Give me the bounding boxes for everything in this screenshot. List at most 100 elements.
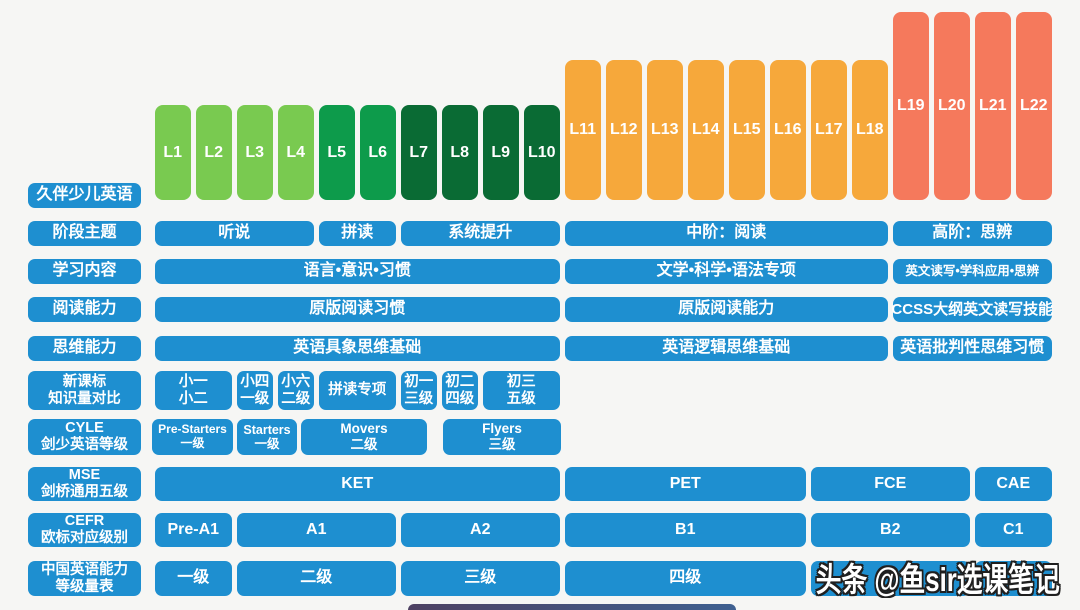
row-label-text: 学习内容	[52, 262, 117, 280]
level-bar-label: L9	[491, 143, 511, 161]
cell-curriculum-comparison-6: 初二 四级	[442, 371, 478, 410]
level-bar-l20: L20	[934, 12, 970, 200]
cell-cse-levels-5	[811, 561, 970, 596]
cell-text: A2	[470, 520, 491, 538]
row-label-cyle-levels: CYLE 剑少英语等级	[28, 419, 141, 455]
row-label-learning-content: 学习内容	[28, 259, 141, 284]
cell-text: 英语具象思维基础	[293, 339, 422, 357]
cell-curriculum-comparison-3: 小六 二级	[278, 371, 314, 410]
level-bar-label: L19	[896, 97, 925, 114]
row-label-text: CYLE	[65, 420, 104, 437]
cell-curriculum-comparison-4: 拼读专项	[319, 371, 396, 410]
level-bar-label: L17	[814, 121, 843, 138]
row-label-stage-theme: 阶段主题	[28, 221, 141, 246]
cell-text: FCE	[874, 474, 907, 492]
cell-cyle-levels-2: Starters 一级	[237, 419, 297, 455]
cell-text: 拼读专项	[328, 382, 387, 399]
cell-text: A1	[306, 520, 327, 538]
level-bar-l11: L11	[565, 60, 601, 200]
level-bar-l2: L2	[196, 105, 232, 200]
level-bar-label: L6	[368, 143, 388, 161]
level-bar-label: L18	[855, 121, 884, 138]
level-bar-l14: L14	[688, 60, 724, 200]
row-label-text: MSE	[68, 467, 101, 484]
cell-reading-ability-1: 原版阅读习惯	[155, 297, 560, 322]
cell-cse-levels-3: 三级	[401, 561, 560, 596]
cell-text: 五级	[506, 390, 536, 407]
cell-stage-theme-4: 中阶：阅读	[565, 221, 888, 246]
row-label-cse-levels: 中国英语能力 等级量表	[28, 561, 141, 596]
level-bar-l18: L18	[852, 60, 888, 200]
row-label-text: 阶段主题	[52, 224, 117, 242]
row-label-brand: 久伴少儿英语	[28, 183, 141, 208]
cell-reading-ability-2: 原版阅读能力	[565, 297, 888, 322]
cell-cefr-levels-5: B2	[811, 513, 970, 547]
cell-text: B1	[675, 520, 696, 538]
row-label-cefr-levels: CEFR 欧标对应级别	[28, 513, 141, 547]
level-bar-l9: L9	[483, 105, 519, 200]
level-bar-label: L4	[286, 143, 306, 161]
level-bar-l13: L13	[647, 60, 683, 200]
cell-text: 拼读	[341, 224, 374, 242]
cell-thinking-ability-3: 英语批判性思维习惯	[893, 336, 1052, 361]
level-bar-l1: L1	[155, 105, 191, 200]
cell-text: Pre-Starters	[158, 422, 227, 437]
level-bar-l3: L3	[237, 105, 273, 200]
level-bar-l15: L15	[729, 60, 765, 200]
cell-text: 小六	[281, 373, 311, 390]
cell-text: PET	[669, 474, 701, 492]
cell-text: 初一	[404, 373, 434, 390]
level-bar-label: L12	[609, 121, 638, 138]
cell-curriculum-comparison-5: 初一 三级	[401, 371, 437, 410]
cell-text: 一级	[240, 390, 270, 407]
cell-thinking-ability-2: 英语逻辑思维基础	[565, 336, 888, 361]
level-bar-label: L21	[978, 97, 1007, 114]
cell-mse-levels-3: FCE	[811, 467, 970, 501]
row-label-text: 思维能力	[52, 339, 117, 357]
cell-text: 原版阅读能力	[678, 300, 775, 318]
cell-text: 初二	[445, 373, 475, 390]
cell-text: 一级	[254, 437, 280, 451]
cell-text: 三级	[488, 437, 516, 452]
row-label-text: 知识量对比	[48, 390, 121, 407]
cell-text: 英文读写•学科应用•思辨	[905, 264, 1040, 279]
level-bar-label: L2	[204, 143, 224, 161]
cell-text: 一级	[177, 569, 210, 587]
cell-cefr-levels-3: A2	[401, 513, 560, 547]
level-bar-label: L3	[245, 143, 265, 161]
level-bar-label: L10	[527, 143, 556, 161]
level-bar-label: L7	[409, 143, 429, 161]
cell-text: 三级	[404, 390, 434, 407]
row-label-text: 阅读能力	[52, 300, 117, 318]
row-label-text: 久伴少儿英语	[36, 186, 133, 204]
row-label-thinking-ability: 思维能力	[28, 336, 141, 361]
cell-cefr-levels-4: B1	[565, 513, 806, 547]
level-bar-l7: L7	[401, 105, 437, 200]
row-label-reading-ability: 阅读能力	[28, 297, 141, 322]
level-bar-l12: L12	[606, 60, 642, 200]
cell-text: KET	[341, 474, 374, 492]
cell-mse-levels-4: CAE	[975, 467, 1052, 501]
cell-text: CCSS大纲英文读写技能	[891, 300, 1054, 318]
cell-cyle-levels-3: Movers 二级	[301, 419, 427, 455]
toutiao-watermark: 头条 @鱼sir选课笔记	[816, 561, 1060, 598]
cell-cse-levels-1: 一级	[155, 561, 232, 596]
cell-text: 初三	[506, 373, 536, 390]
cell-cefr-levels-6: C1	[975, 513, 1052, 547]
level-bar-l6: L6	[360, 105, 396, 200]
level-bar-label: L8	[450, 143, 470, 161]
cell-text: B2	[880, 520, 901, 538]
cell-text: 一级	[180, 436, 205, 450]
level-bar-label: L20	[937, 97, 966, 114]
cell-learning-content-1: 语言•意识•习惯	[155, 259, 560, 284]
level-bar-l8: L8	[442, 105, 478, 200]
level-bar-l5: L5	[319, 105, 355, 200]
cell-text: 四级	[445, 390, 475, 407]
cell-cyle-levels-4: Flyers 三级	[443, 419, 561, 455]
cell-text: Flyers	[482, 421, 522, 437]
cell-mse-levels-1: KET	[155, 467, 560, 501]
cell-stage-theme-5: 高阶：思辨	[893, 221, 1052, 246]
cell-text: 原版阅读习惯	[309, 300, 406, 318]
